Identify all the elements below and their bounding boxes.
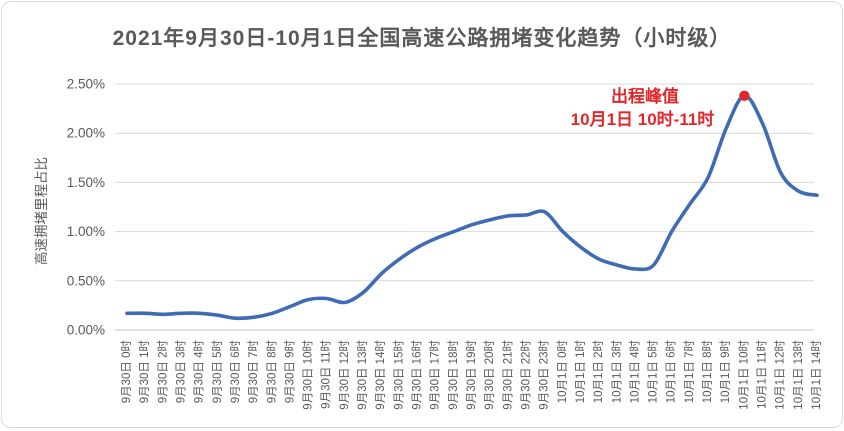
x-tick-label: 10月1日 13时: [792, 340, 805, 410]
congestion-series-line: [125, 94, 819, 321]
peak-annotation-subtitle: 10月1日 10时-11时: [570, 110, 715, 129]
x-tick-label: 9月30日 7时: [247, 340, 260, 404]
x-tick-label: 10月1日 10时: [737, 340, 750, 410]
x-tick-label: 9月30日 20时: [483, 340, 496, 410]
x-tick-label: 9月30日 10时: [302, 340, 315, 410]
x-tick-label: 10月1日 4时: [628, 340, 641, 404]
x-tick-label: 9月30日 21时: [501, 340, 514, 410]
x-tick-label: 9月30日 9时: [283, 340, 296, 404]
x-tick-label: 10月1日 9时: [719, 340, 732, 404]
peak-annotation-title: 出程峰值: [611, 87, 679, 106]
x-tick-label: 9月30日 8时: [265, 340, 278, 404]
x-tick-label: 9月30日 17时: [429, 340, 442, 410]
x-tick-label: 10月1日 11时: [756, 340, 769, 409]
y-tick-label: 2.50%: [67, 77, 105, 92]
y-tick-label: 2.00%: [67, 126, 105, 141]
x-tick-label: 10月1日 8时: [701, 340, 714, 404]
x-tick-label: 9月30日 18时: [447, 340, 460, 410]
x-tick-label: 10月1日 0时: [556, 340, 569, 404]
x-tick-label: 9月30日 4时: [193, 340, 206, 404]
x-tick-label: 9月30日 13时: [356, 340, 369, 410]
y-tick-label: 1.00%: [67, 224, 105, 239]
x-tick-label: 10月1日 5时: [647, 340, 660, 404]
x-tick-label: 9月30日 19时: [465, 340, 478, 410]
x-tick-label: 9月30日 0时: [120, 340, 133, 404]
x-tick-label: 10月1日 14时: [810, 340, 823, 410]
x-tick-label: 10月1日 3时: [610, 340, 623, 404]
x-tick-label: 10月1日 2时: [592, 340, 605, 404]
x-tick-label: 10月1日 12时: [774, 340, 787, 410]
y-tick-label: 0.50%: [67, 273, 105, 288]
x-tick-label: 9月30日 23时: [538, 340, 551, 410]
chart-title: 2021年9月30日-10月1日全国高速公路拥堵变化趋势（小时级）: [112, 27, 732, 50]
x-tick-label: 9月30日 2时: [156, 340, 169, 404]
x-tick-label: 9月30日 16时: [411, 340, 424, 410]
x-tick-label: 9月30日 3时: [174, 340, 187, 404]
y-tick-label: 1.50%: [67, 175, 105, 190]
y-tick-label: 0.00%: [67, 323, 105, 338]
x-tick-label: 9月30日 6时: [229, 340, 242, 404]
x-tick-label: 9月30日 5时: [211, 340, 224, 404]
x-tick-label: 10月1日 7时: [683, 340, 696, 404]
x-tick-label: 9月30日 14时: [374, 340, 387, 410]
x-tick-label: 9月30日 15时: [392, 340, 405, 410]
x-tick-label: 9月30日 22时: [519, 340, 532, 410]
peak-marker-dot: [739, 90, 750, 102]
x-tick-label: 10月1日 1时: [574, 340, 587, 404]
x-tick-label: 10月1日 6时: [665, 340, 678, 404]
x-tick-label: 9月30日 12时: [338, 340, 351, 410]
x-tick-label: 9月30日 11时: [320, 340, 333, 409]
x-tick-label: 9月30日 1时: [138, 340, 151, 404]
